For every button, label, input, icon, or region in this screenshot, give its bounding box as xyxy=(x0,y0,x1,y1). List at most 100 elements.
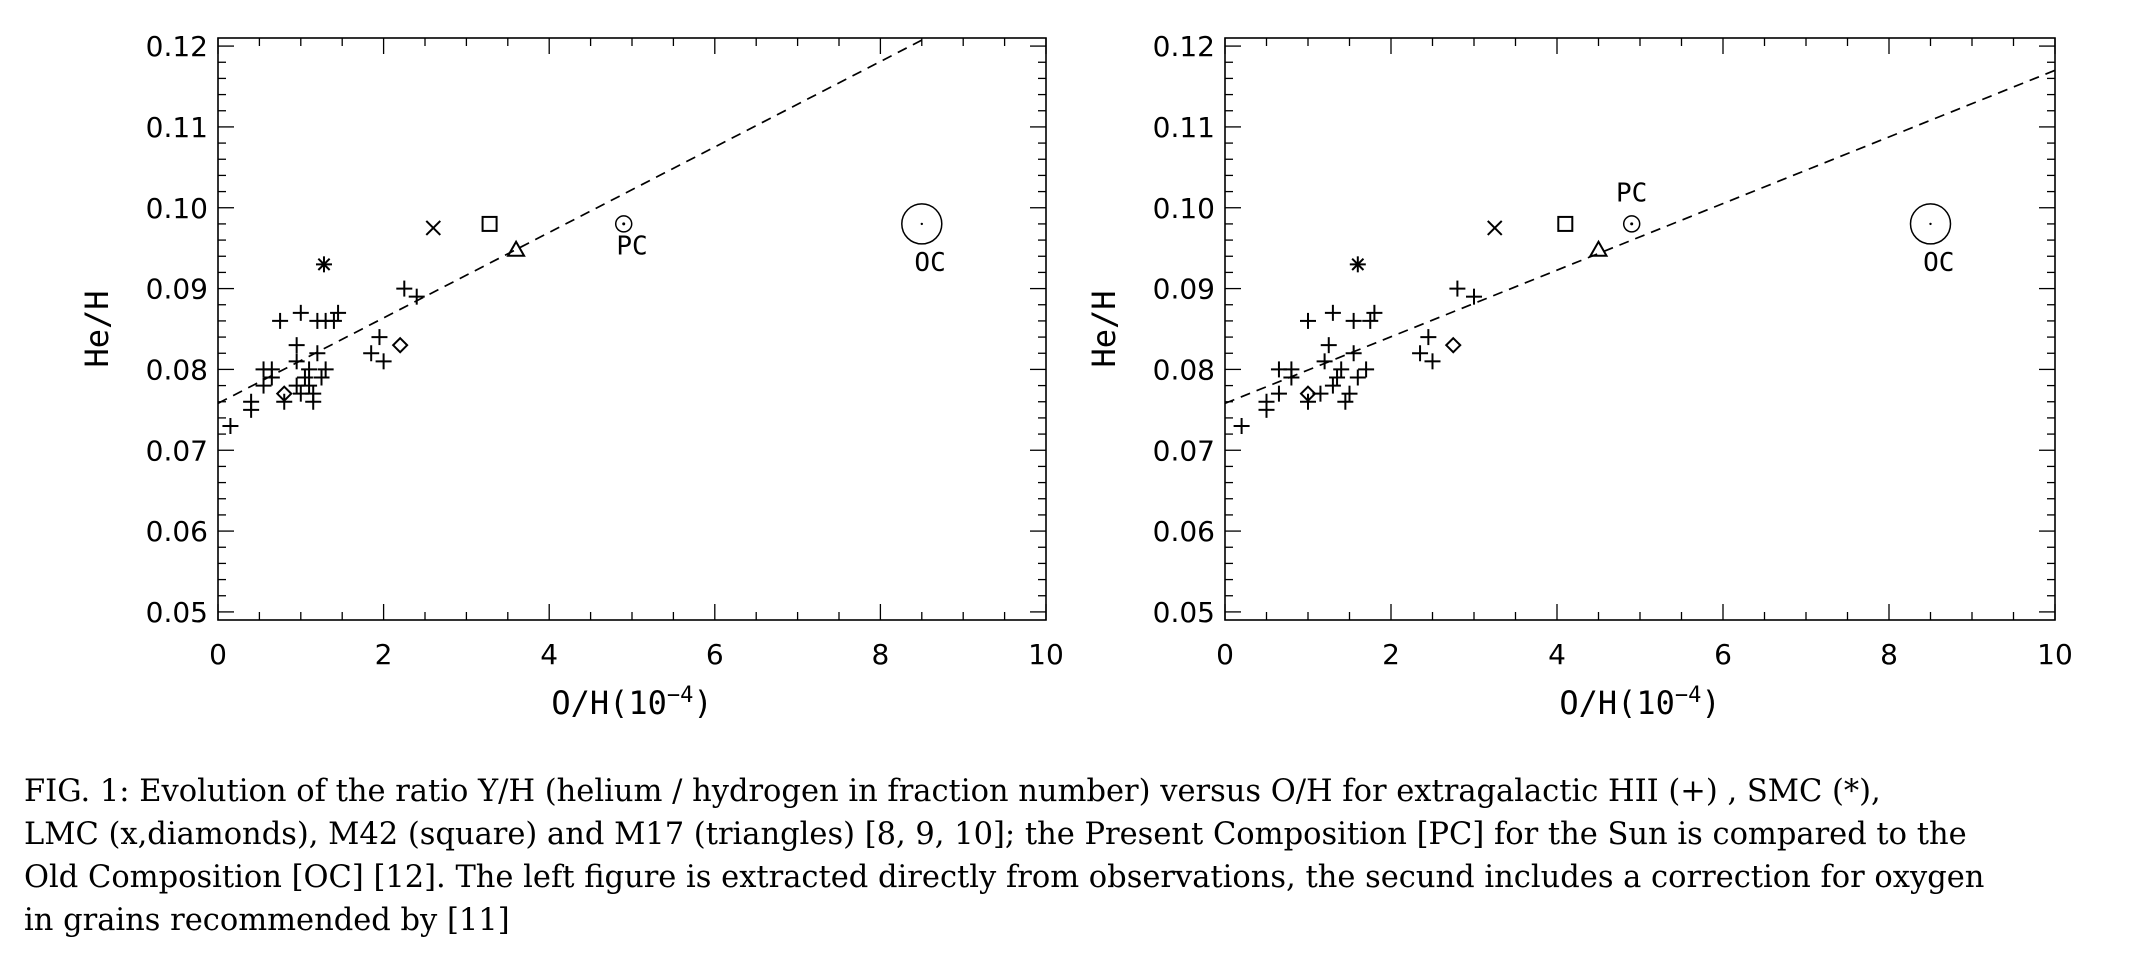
y-tick-label: 0.07 xyxy=(146,434,208,467)
y-tick-label: 0.06 xyxy=(146,515,208,548)
data-point-plus xyxy=(1345,345,1362,362)
series-smc xyxy=(1349,256,1366,273)
x-axis-ticks xyxy=(1224,38,2056,620)
series-pc xyxy=(1622,215,1641,233)
data-point-plus xyxy=(288,337,305,354)
data-point-square xyxy=(1557,215,1574,232)
y-tick-label: 0.07 xyxy=(1153,434,1215,467)
x-tick-label: 10 xyxy=(1028,638,1064,671)
series-smc xyxy=(315,256,332,273)
data-point-plus xyxy=(371,329,388,346)
plot-frame xyxy=(217,37,1047,621)
data-point-plus xyxy=(375,353,392,370)
data-point-plus xyxy=(396,280,413,297)
data-point-plus xyxy=(1283,361,1300,378)
data-point-plus xyxy=(330,304,347,321)
y-tick-label: 0.08 xyxy=(1153,353,1215,386)
y-tick-label: 0.05 xyxy=(146,596,208,629)
data-point-plus xyxy=(1300,312,1316,329)
series-lmc-diamonds xyxy=(275,336,409,403)
data-point-plus xyxy=(301,377,318,394)
data-point-plus xyxy=(363,345,380,362)
caption-line-4: in grains recommended by [11] xyxy=(24,903,510,938)
x-tick-label: 2 xyxy=(375,638,393,671)
data-point-plus xyxy=(292,304,309,321)
data-point-plus xyxy=(1341,385,1358,402)
y-tick-label: 0.09 xyxy=(1153,273,1215,306)
x-axis-title: O/H(10−4) xyxy=(1559,683,1720,722)
data-point-plus xyxy=(1420,329,1437,346)
data-point-plus xyxy=(1412,345,1429,362)
y-tick-label: 0.11 xyxy=(146,111,208,144)
data-point-x xyxy=(1487,220,1503,236)
data-point-sun-small xyxy=(1622,215,1641,233)
x-tick-label: 2 xyxy=(1382,638,1400,671)
caption-line-2: LMC (x,diamonds), M42 (square) and M17 (… xyxy=(24,817,1967,852)
data-point-plus xyxy=(305,385,322,402)
data-point-plus xyxy=(309,345,326,362)
x-tick-label: 0 xyxy=(1216,638,1234,671)
series-lmc-x xyxy=(425,220,441,236)
data-point-sun-small xyxy=(614,215,633,233)
series-lmc-diamonds xyxy=(1299,336,1462,403)
data-point-plus xyxy=(1349,369,1366,386)
data-point-triangle xyxy=(506,239,526,257)
series-oc xyxy=(901,203,943,245)
annotation-pc: PC xyxy=(616,232,647,262)
data-point-plus xyxy=(1324,377,1341,394)
data-point-x xyxy=(425,220,441,236)
fit-line xyxy=(218,38,927,405)
data-point-plus xyxy=(301,361,318,378)
y-tick-label: 0.12 xyxy=(146,30,208,63)
series-lmc-x xyxy=(1487,220,1503,236)
data-point-diamond xyxy=(1299,385,1317,403)
data-point-plus xyxy=(1320,337,1337,354)
data-point-sun-large xyxy=(1909,203,1952,245)
caption-line-1: FIG. 1: Evolution of the ratio Y/H (heli… xyxy=(24,774,1881,809)
fit-line xyxy=(1225,69,2055,405)
y-axis-title: He/H xyxy=(1085,290,1123,367)
annotation-oc: OC xyxy=(1923,248,1954,278)
chart-panel-right: 0 2 4 6 8 10 0.05 0.06 0.07 0.08 0.09 0.10 0.11 0.12 O… xyxy=(1085,30,2073,722)
data-point-plus xyxy=(325,312,342,329)
data-point-plus xyxy=(1270,385,1287,402)
data-point-diamond xyxy=(1444,336,1462,354)
x-tick-label: 8 xyxy=(1880,638,1898,671)
y-axis-title: He/H xyxy=(78,290,116,367)
data-point-plus xyxy=(1358,361,1375,378)
y-tick-label: 0.12 xyxy=(1153,30,1215,63)
data-point-square xyxy=(481,215,498,232)
y-tick-label: 0.10 xyxy=(146,192,208,225)
data-point-plus xyxy=(296,369,313,386)
x-tick-label: 0 xyxy=(209,638,227,671)
data-point-plus xyxy=(408,288,425,305)
plot-frame xyxy=(1224,37,2056,621)
series-extragalactic-hii xyxy=(222,280,425,434)
y-tick-label: 0.06 xyxy=(1153,515,1215,548)
x-tick-label: 8 xyxy=(871,638,889,671)
y-tick-label: 0.10 xyxy=(1153,192,1215,225)
data-point-asterisk xyxy=(1349,256,1366,273)
data-point-plus xyxy=(1258,393,1275,410)
series-m17 xyxy=(1588,239,1609,257)
data-point-plus xyxy=(1345,312,1362,329)
series-oc xyxy=(1909,203,1952,245)
x-tick-label: 10 xyxy=(2037,638,2073,671)
series-m42 xyxy=(1557,215,1574,232)
data-point-plus xyxy=(1316,353,1333,370)
data-point-asterisk xyxy=(315,256,332,273)
x-tick-label: 6 xyxy=(706,638,724,671)
annotation-pc: PC xyxy=(1616,178,1647,208)
series-m42 xyxy=(481,215,498,232)
data-point-plus xyxy=(1337,393,1354,410)
data-point-sun-large xyxy=(901,203,943,245)
series-extragalactic-hii xyxy=(1233,280,1482,434)
series-m17 xyxy=(506,239,526,257)
data-point-plus xyxy=(1449,280,1466,297)
figure-caption: FIG. 1: Evolution of the ratio Y/H (heli… xyxy=(24,770,2124,942)
caption-line-3: Old Composition [OC] [12]. The left figu… xyxy=(24,860,1985,895)
data-point-plus xyxy=(1333,361,1350,378)
data-point-plus xyxy=(1366,304,1383,321)
x-tick-label: 4 xyxy=(1548,638,1566,671)
data-point-diamond xyxy=(391,336,409,354)
